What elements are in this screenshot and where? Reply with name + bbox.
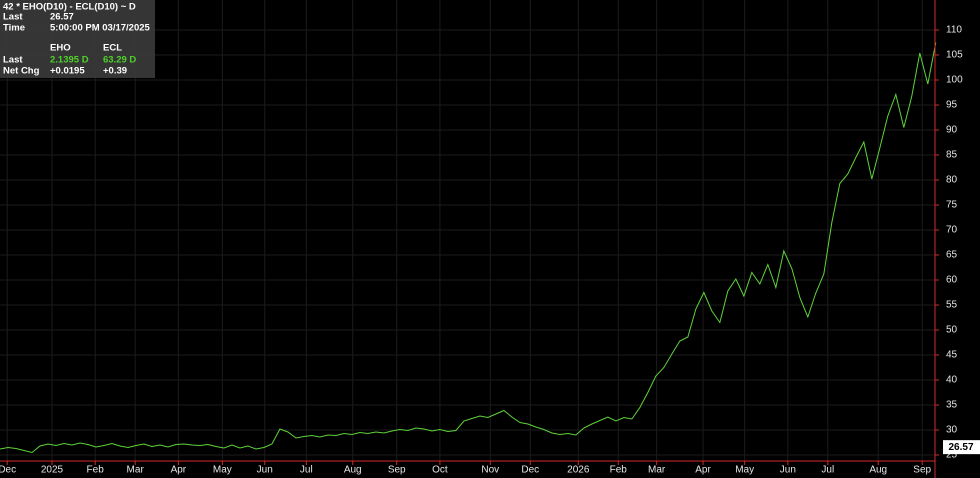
x-tick-label: Apr bbox=[171, 465, 187, 476]
x-tick-label: Mar bbox=[127, 465, 145, 476]
info-box: 42 * EHO(D10) - ECL(D10) ~ D Last 26.57 … bbox=[0, 0, 155, 78]
last-price-tag bbox=[943, 440, 980, 455]
info-value: +0.39 bbox=[103, 66, 127, 77]
x-tick-label: Sep bbox=[913, 465, 931, 476]
info-label: Last bbox=[3, 12, 23, 23]
y-tick-label: 95 bbox=[946, 100, 958, 111]
x-tick-label: Feb bbox=[87, 465, 105, 476]
y-tick-label: 55 bbox=[946, 300, 958, 311]
y-tick-label: 90 bbox=[946, 125, 958, 136]
info-label: Time bbox=[3, 23, 25, 34]
y-tick-label: 35 bbox=[946, 400, 958, 411]
y-tick-label: 40 bbox=[946, 375, 958, 386]
x-tick-label: Jun bbox=[780, 465, 796, 476]
chart-title: 42 * EHO(D10) - ECL(D10) ~ D bbox=[3, 2, 136, 13]
info-value: 5:00:00 PM 03/17/2025 bbox=[50, 23, 151, 34]
info-value: 26.57 bbox=[50, 12, 74, 23]
info-value: 2.1395 D bbox=[50, 55, 89, 66]
x-tick-label: Jun bbox=[257, 465, 273, 476]
x-tick-label: Jul bbox=[300, 465, 313, 476]
y-tick-label: 25 bbox=[946, 450, 958, 461]
info-column: ECL bbox=[103, 43, 122, 54]
x-tick-label: Dec bbox=[0, 465, 16, 476]
info-value: 63.29 D bbox=[103, 55, 136, 66]
info-label: Last bbox=[3, 55, 23, 66]
x-tick-label: Aug bbox=[869, 465, 887, 476]
y-tick-label: 50 bbox=[946, 325, 958, 336]
y-tick-label: 100 bbox=[946, 75, 963, 86]
x-tick-label: May bbox=[213, 465, 232, 476]
x-tick-label: Oct bbox=[432, 465, 448, 476]
y-tick-label: 105 bbox=[946, 50, 963, 61]
last-price-label: 26.57 bbox=[948, 442, 973, 453]
info-label: Net Chg bbox=[3, 66, 40, 77]
info-column: EHO bbox=[50, 43, 71, 54]
y-tick-label: 110 bbox=[946, 25, 962, 36]
y-tick-label: 45 bbox=[946, 350, 958, 361]
info-value: +0.0195 bbox=[50, 66, 85, 77]
y-tick-label: 30 bbox=[946, 425, 958, 436]
x-tick-label: Feb bbox=[610, 465, 628, 476]
x-tick-label: Nov bbox=[481, 465, 499, 476]
x-tick-label: Aug bbox=[344, 465, 362, 476]
x-tick-label: Dec bbox=[521, 465, 539, 476]
x-tick-label: Apr bbox=[695, 465, 711, 476]
y-tick-label: 85 bbox=[946, 150, 958, 161]
x-tick-label: 2026 bbox=[567, 465, 590, 476]
x-tick-label: May bbox=[735, 465, 754, 476]
y-tick-label: 60 bbox=[946, 275, 958, 286]
y-tick-label: 75 bbox=[946, 200, 958, 211]
x-tick-label: 2025 bbox=[41, 465, 64, 476]
x-tick-label: Jul bbox=[821, 465, 834, 476]
y-tick-label: 70 bbox=[946, 225, 958, 236]
x-tick-label: Mar bbox=[648, 465, 666, 476]
y-tick-label: 65 bbox=[946, 250, 958, 261]
y-tick-label: 80 bbox=[946, 175, 958, 186]
x-tick-label: Sep bbox=[388, 465, 406, 476]
info-background bbox=[0, 0, 155, 78]
price-line bbox=[0, 42, 937, 454]
